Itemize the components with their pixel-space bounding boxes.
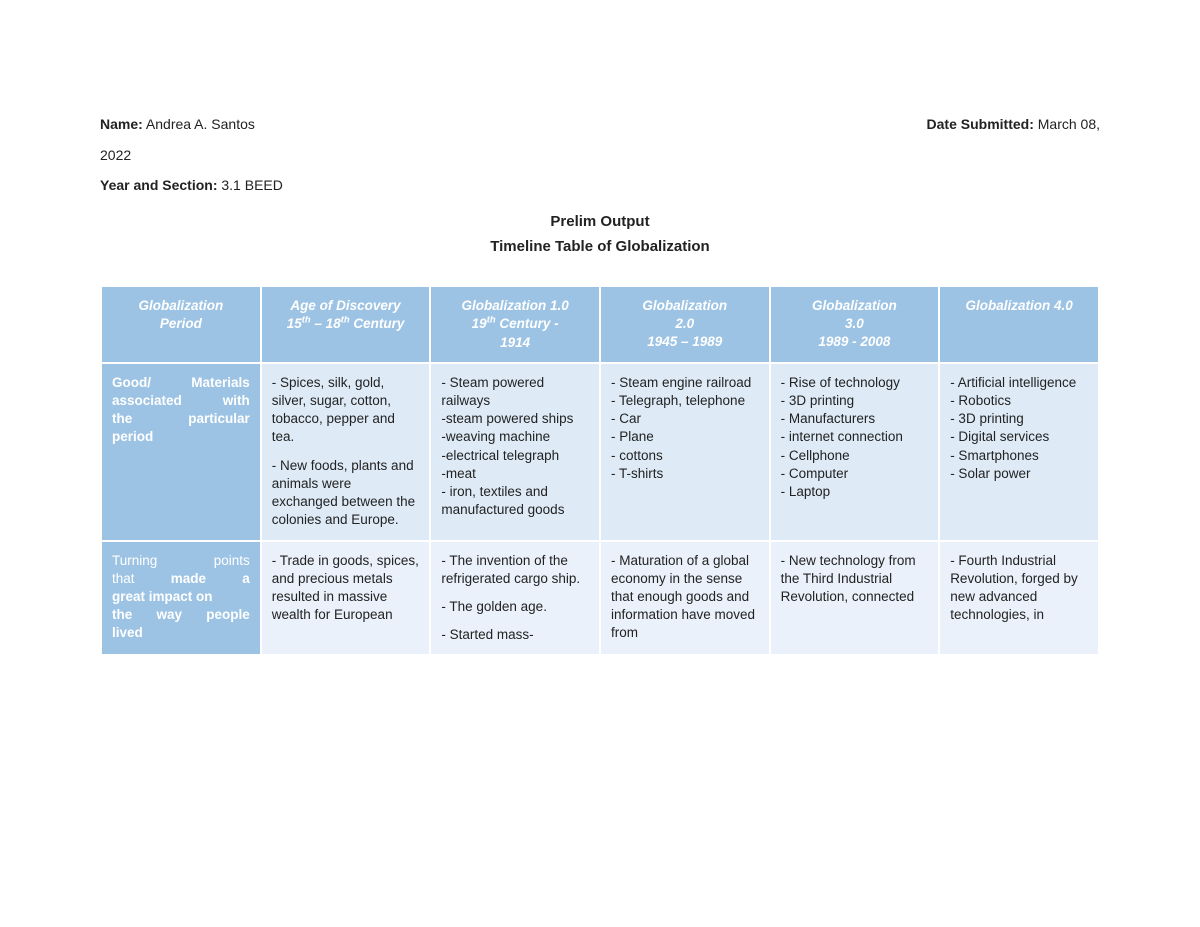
cell-turn-g1: - The invention of the refrigerated carg…: [431, 542, 599, 655]
meta-row: Name: Andrea A. Santos Date Submitted: M…: [100, 115, 1100, 149]
cell-turn-age: - Trade in goods, spices, and precious m…: [262, 542, 430, 655]
date-value-line2: 2022: [100, 147, 1100, 163]
col-glob-2: Globalization 2.0 1945 – 1989: [601, 287, 769, 362]
name-value: Andrea A. Santos: [146, 116, 255, 132]
title-line2: Timeline Table of Globalization: [100, 238, 1100, 255]
cell-turn-g2: - Maturation of a global economy in the …: [601, 542, 769, 655]
meta-left: Name: Andrea A. Santos: [100, 115, 255, 149]
cell-turn-g3: - New technology from the Third Industri…: [771, 542, 939, 655]
table-header-row: Globalization Period Age of Discovery 15…: [102, 287, 1098, 362]
title-line1: Prelim Output: [100, 213, 1100, 230]
year-value: 3.1 BEED: [221, 177, 282, 193]
name-block: Name: Andrea A. Santos: [100, 115, 255, 135]
table-head: Globalization Period Age of Discovery 15…: [102, 287, 1098, 362]
col-age-discovery: Age of Discovery 15th – 18th Century: [262, 287, 430, 362]
meta-right: Date Submitted: March 08,: [927, 115, 1100, 149]
cell-goods-age: - Spices, silk, gold, silver, sugar, cot…: [262, 364, 430, 540]
row-goods-materials: Good/ Materials associated with the part…: [102, 364, 1098, 540]
year-block: Year and Section: 3.1 BEED: [100, 177, 1100, 193]
table-body: Good/ Materials associated with the part…: [102, 364, 1098, 655]
cell-turn-g4: - Fourth Industrial Revolution, forged b…: [940, 542, 1098, 655]
col-glob-3: Globalization 3.0 1989 - 2008: [771, 287, 939, 362]
cell-goods-g1: - Steam powered railways-steam powered s…: [431, 364, 599, 540]
name-label: Name:: [100, 116, 143, 132]
row-turning-points: Turningpoints thatmadea great impact on …: [102, 542, 1098, 655]
rowhead-goods: Good/ Materials associated with the part…: [102, 364, 260, 540]
date-value: March 08,: [1038, 116, 1100, 132]
title-block: Prelim Output Timeline Table of Globaliz…: [100, 213, 1100, 255]
col-glob-4: Globalization 4.0: [940, 287, 1098, 362]
cell-goods-g2: - Steam engine railroad- Telegraph, tele…: [601, 364, 769, 540]
year-label: Year and Section:: [100, 177, 217, 193]
date-label: Date Submitted:: [927, 116, 1034, 132]
col-age-sub: 15th – 18th Century: [287, 316, 405, 331]
globalization-table: Globalization Period Age of Discovery 15…: [100, 285, 1100, 657]
rowhead-turning: Turningpoints thatmadea great impact on …: [102, 542, 260, 655]
col-glob1-sub: 19th Century -: [472, 316, 559, 331]
col-period: Globalization Period: [102, 287, 260, 362]
col-glob-1: Globalization 1.0 19th Century - 1914: [431, 287, 599, 362]
cell-goods-g4: - Artificial intelligence- Robotics- 3D …: [940, 364, 1098, 540]
document-page: Name: Andrea A. Santos Date Submitted: M…: [0, 0, 1200, 656]
cell-goods-g3: - Rise of technology- 3D printing- Manuf…: [771, 364, 939, 540]
